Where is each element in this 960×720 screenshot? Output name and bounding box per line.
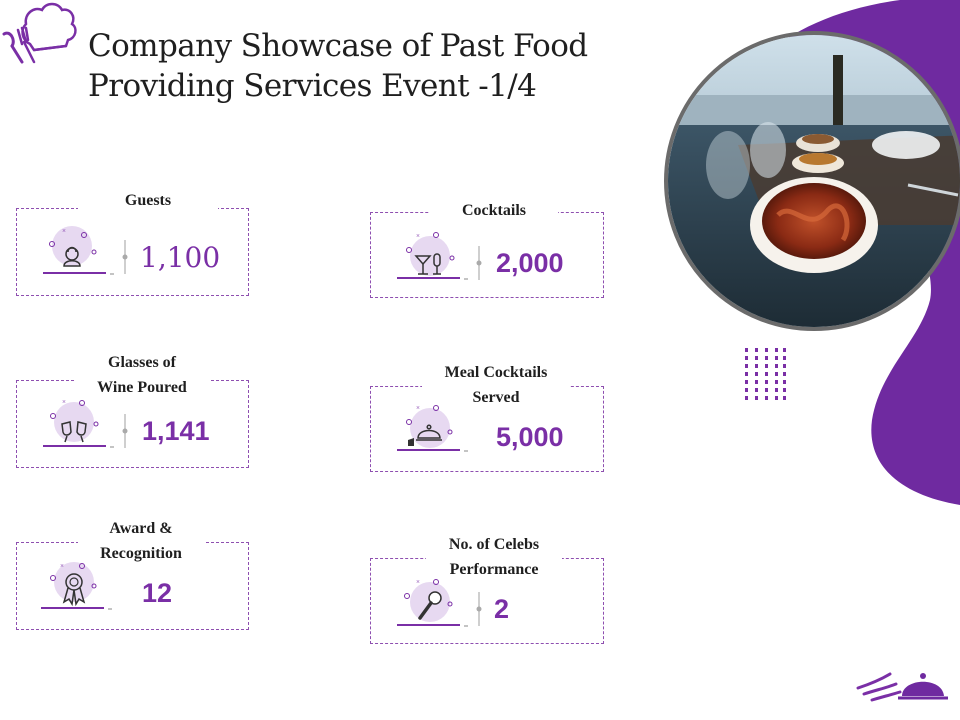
stat-card-celebs: No. of Celebs Performance × 2 (370, 532, 604, 644)
stat-label: Guests (78, 188, 218, 213)
value-divider (476, 246, 482, 280)
stat-label: Meal Cocktails Served (422, 360, 570, 410)
svg-text:×: × (416, 578, 420, 586)
stat-card-award: Award & Recognition × 12 (16, 516, 250, 630)
stat-value: 5,000 (496, 422, 564, 452)
stat-value: 2 (494, 594, 510, 624)
stat-card-meal-cocktails: Meal Cocktails Served × 5,000 (370, 360, 604, 472)
award-ribbon-icon: × (41, 562, 112, 610)
microphone-icon: × (397, 578, 468, 627)
stat-card-wine: Glasses of Wine Poured × 1,141 (16, 350, 250, 468)
value-divider (122, 240, 128, 274)
stat-label: Award & Recognition (78, 516, 204, 566)
stat-value: 2,000 (496, 248, 564, 278)
guest-person-icon: × (43, 226, 114, 275)
serving-cloche-icon: × (397, 404, 468, 452)
stat-value: 12 (142, 578, 173, 608)
stat-label: Glasses of Wine Poured (74, 350, 210, 400)
stat-label: Cocktails (430, 198, 558, 223)
stat-value: 1,141 (142, 416, 210, 446)
restaurant-food-photo (664, 31, 960, 331)
title-line-2: Providing Services Event -1/4 (88, 68, 537, 104)
stat-card-guests: Guests × 1,100 (16, 188, 250, 296)
value-divider (122, 414, 128, 448)
stat-value: 1,100 (140, 241, 221, 274)
svg-text:×: × (62, 398, 66, 406)
cocktail-glasses-icon: × (397, 232, 468, 280)
title-line-1: Company Showcase of Past Food (88, 28, 588, 64)
dotted-pattern-decoration (745, 348, 786, 400)
svg-text:×: × (60, 562, 64, 570)
wine-toast-icon: × (43, 398, 114, 448)
card-frame (370, 558, 604, 644)
stat-label: No. of Celebs Performance (426, 532, 562, 582)
chef-hat-cutlery-icon (2, 2, 77, 64)
stat-card-cocktails: Cocktails × 2,000 (370, 198, 604, 298)
svg-text:×: × (62, 227, 66, 235)
page-title: Company Showcase of Past Food Providing … (88, 26, 628, 106)
svg-text:×: × (416, 232, 420, 240)
svg-text:×: × (416, 404, 420, 412)
serving-cloche-logo-icon (856, 672, 948, 702)
value-divider (476, 592, 482, 626)
